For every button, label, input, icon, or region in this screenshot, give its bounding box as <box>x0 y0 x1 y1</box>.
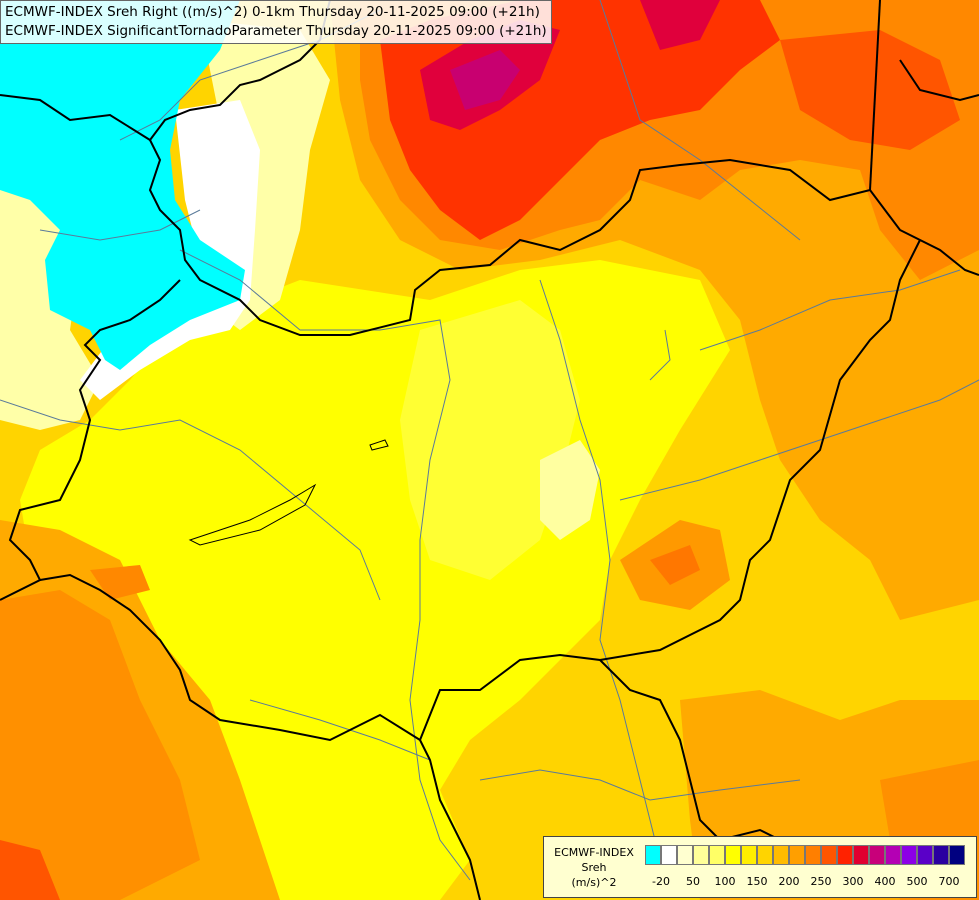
legend-swatch <box>725 845 741 865</box>
legend-swatch <box>741 845 757 865</box>
legend-tick: 100 <box>714 875 736 888</box>
legend-swatch <box>837 845 853 865</box>
legend-swatch <box>853 845 869 865</box>
legend-swatch <box>709 845 725 865</box>
legend-model: ECMWF-INDEX <box>554 846 634 859</box>
legend-tick: 500 <box>906 875 928 888</box>
legend-swatch <box>949 845 965 865</box>
legend-swatch <box>821 845 837 865</box>
legend-swatch <box>869 845 885 865</box>
legend-swatch <box>757 845 773 865</box>
legend-swatch <box>773 845 789 865</box>
legend-label: ECMWF-INDEX Sreh (m/s)^2 <box>548 845 640 890</box>
legend-variable: Sreh <box>581 861 607 874</box>
north-crimson-2 <box>640 0 720 50</box>
legend-tick: 200 <box>778 875 800 888</box>
legend-swatch <box>661 845 677 865</box>
yellow-core <box>400 300 580 580</box>
east-deep-patch <box>650 545 700 585</box>
legend-unit: (m/s)^2 <box>571 876 617 889</box>
legend-swatch <box>693 845 709 865</box>
legend-tick: 700 <box>938 875 960 888</box>
southwest-patch <box>90 565 150 600</box>
rivers <box>0 0 979 881</box>
north-magenta <box>450 50 520 110</box>
map-title-box: ECMWF-INDEX Sreh Right ((m/s)^2) 0-1km T… <box>0 0 552 44</box>
legend-tick: 250 <box>810 875 832 888</box>
legend-ticks: -20 50 100 150 200 250 300 400 500 700 <box>645 875 975 889</box>
cyan-zone <box>0 0 245 370</box>
legend-swatch <box>645 845 661 865</box>
northeast-red-2 <box>780 30 960 150</box>
title-line-stp: ECMWF-INDEX SignificantTornadoParameter … <box>5 23 547 39</box>
legend-tick: 150 <box>746 875 768 888</box>
white-zone <box>80 100 260 400</box>
legend-tick: -20 <box>652 875 670 888</box>
legend-swatch <box>805 845 821 865</box>
legend-swatch <box>677 845 693 865</box>
pale-strip <box>540 440 600 540</box>
southwest-red <box>0 840 60 900</box>
legend-swatch <box>917 845 933 865</box>
legend-tick: 300 <box>842 875 864 888</box>
legend-swatches <box>645 845 965 865</box>
title-line-sreh: ECMWF-INDEX Sreh Right ((m/s)^2) 0-1km T… <box>5 4 540 20</box>
legend-swatch <box>789 845 805 865</box>
legend-swatch <box>885 845 901 865</box>
color-legend: ECMWF-INDEX Sreh (m/s)^2 -20 50 100 150 200 2… <box>543 836 977 898</box>
legend-swatch <box>933 845 949 865</box>
legend-swatch <box>901 845 917 865</box>
legend-tick: 400 <box>874 875 896 888</box>
southwest-deep <box>0 590 200 900</box>
lakes <box>188 439 389 546</box>
legend-tick: 50 <box>686 875 700 888</box>
